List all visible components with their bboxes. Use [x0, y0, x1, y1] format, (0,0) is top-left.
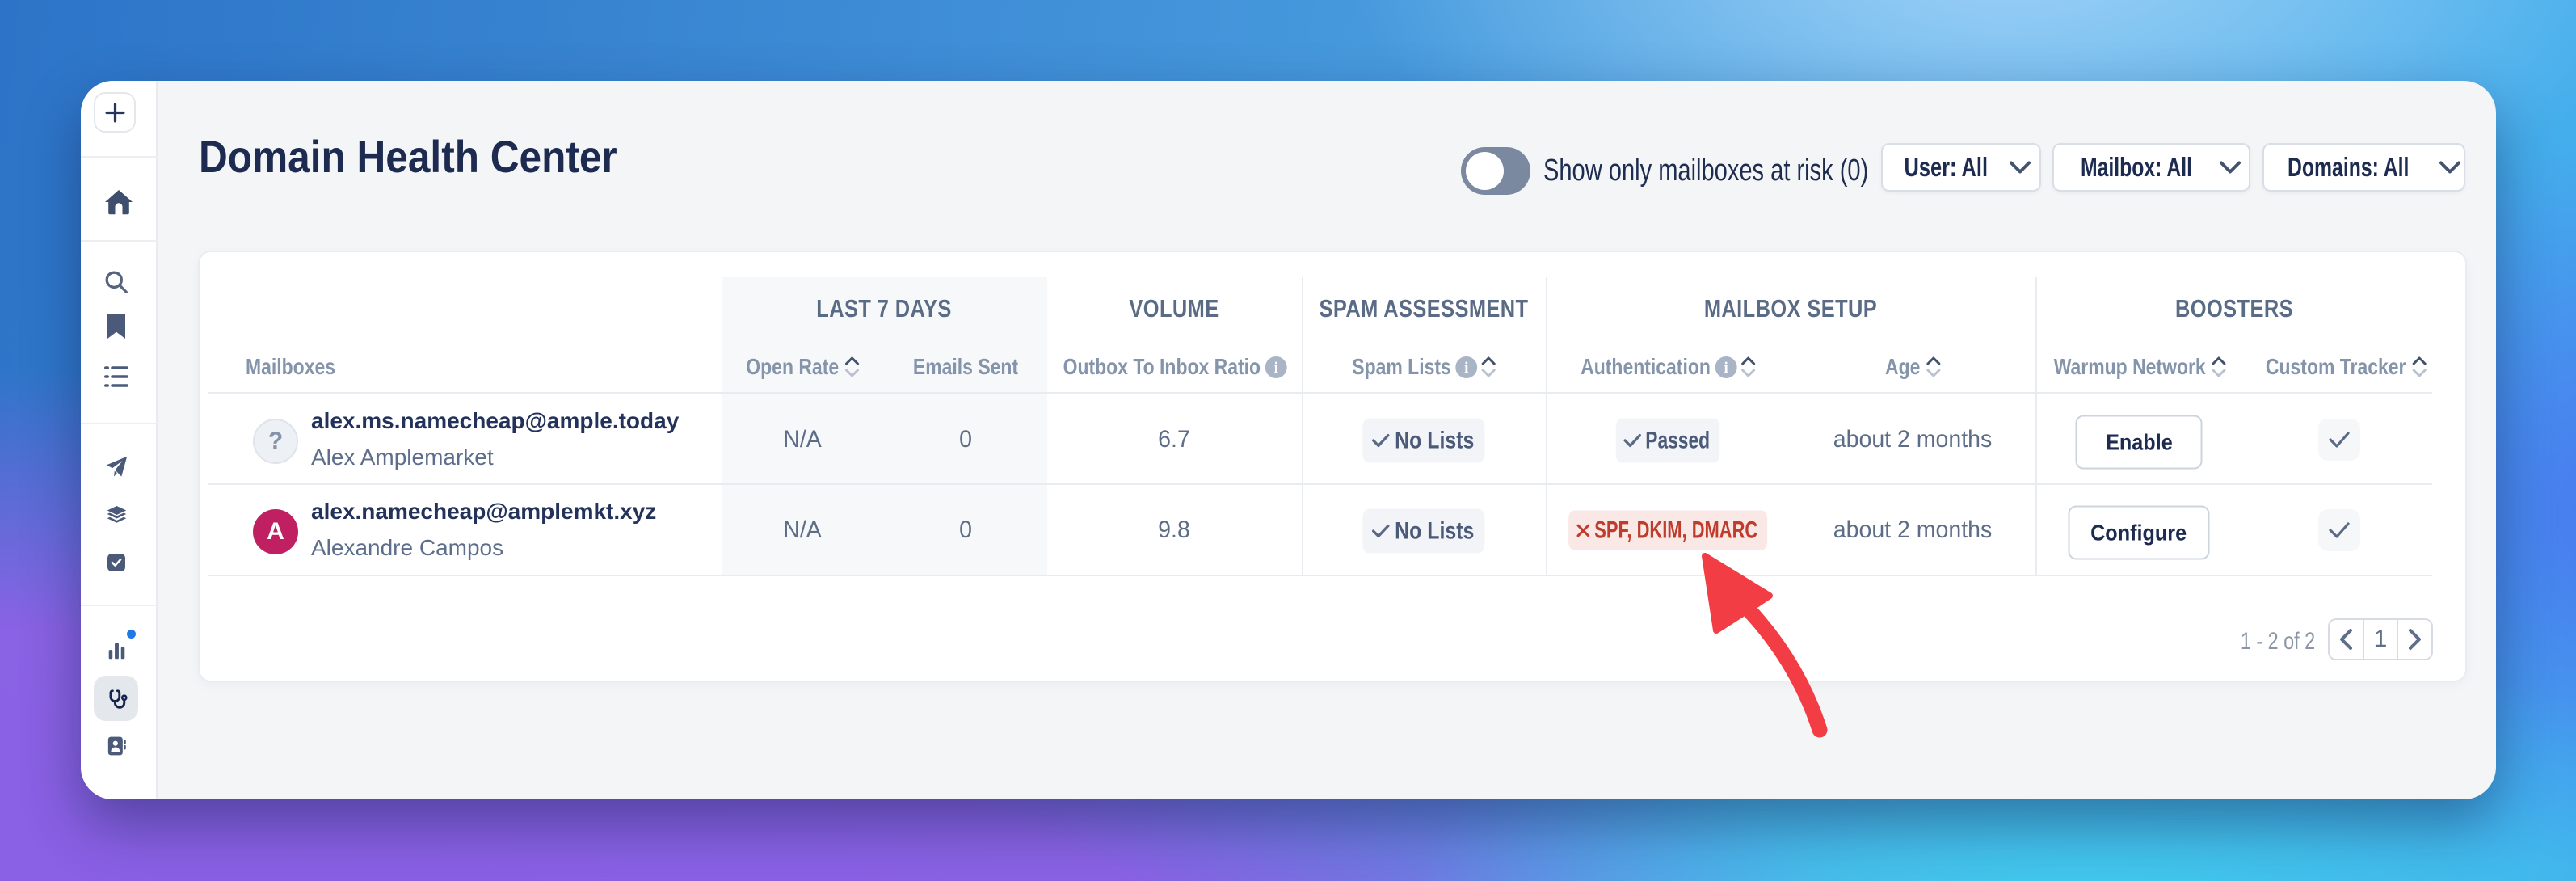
svg-text:i: i	[1274, 360, 1278, 377]
svg-text:i: i	[1724, 360, 1728, 377]
svg-text:i: i	[1464, 360, 1468, 377]
